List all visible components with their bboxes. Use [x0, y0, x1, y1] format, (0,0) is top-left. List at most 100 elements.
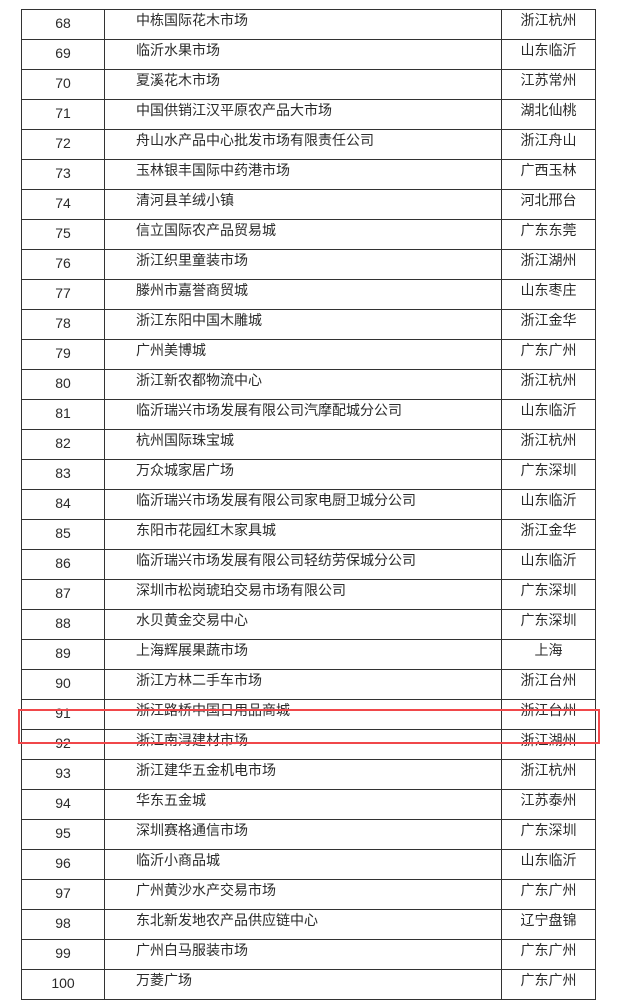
market-region: 浙江杭州	[501, 759, 596, 790]
market-region: 江苏泰州	[501, 789, 596, 820]
row-number: 69	[21, 39, 105, 70]
market-name: 临沂瑞兴市场发展有限公司轻纺劳保城分公司	[104, 549, 502, 580]
table-row: 75 信立国际农产品贸易城 广东东莞	[21, 219, 596, 250]
market-region: 山东枣庄	[501, 279, 596, 310]
market-name: 滕州市嘉誉商贸城	[104, 279, 502, 310]
market-region: 广东深圳	[501, 459, 596, 490]
row-number: 71	[21, 99, 105, 130]
row-number: 80	[21, 369, 105, 400]
market-region: 河北邢台	[501, 189, 596, 220]
market-region: 浙江湖州	[501, 729, 596, 760]
row-number: 90	[21, 669, 105, 700]
market-name: 广州美博城	[104, 339, 502, 370]
table-row: 77 滕州市嘉誉商贸城 山东枣庄	[21, 279, 596, 310]
table-row: 68 中栋国际花木市场 浙江杭州	[21, 9, 596, 40]
market-region: 山东临沂	[501, 549, 596, 580]
market-region: 浙江杭州	[501, 369, 596, 400]
market-name: 玉林银丰国际中药港市场	[104, 159, 502, 190]
row-number: 83	[21, 459, 105, 490]
market-region: 山东临沂	[501, 849, 596, 880]
market-region: 广东广州	[501, 339, 596, 370]
row-number: 95	[21, 819, 105, 850]
market-name: 浙江路桥中国日用品商城	[104, 699, 502, 730]
market-region: 浙江舟山	[501, 129, 596, 160]
market-name: 万菱广场	[104, 969, 502, 1000]
market-name: 夏溪花木市场	[104, 69, 502, 100]
market-region: 广东广州	[501, 879, 596, 910]
market-region: 广东深圳	[501, 579, 596, 610]
market-region: 浙江台州	[501, 699, 596, 730]
market-name: 浙江新农都物流中心	[104, 369, 502, 400]
row-number: 91	[21, 699, 105, 730]
market-name: 浙江建华五金机电市场	[104, 759, 502, 790]
market-name: 浙江南浔建材市场	[104, 729, 502, 760]
table-row: 81 临沂瑞兴市场发展有限公司汽摩配城分公司 山东临沂	[21, 399, 596, 430]
market-name: 东北新发地农产品供应链中心	[104, 909, 502, 940]
row-number: 79	[21, 339, 105, 370]
row-number: 92	[21, 729, 105, 760]
market-region: 浙江杭州	[501, 429, 596, 460]
row-number: 84	[21, 489, 105, 520]
table-row: 95 深圳赛格通信市场 广东深圳	[21, 819, 596, 850]
market-name: 深圳市松岗琥珀交易市场有限公司	[104, 579, 502, 610]
table-row: 93 浙江建华五金机电市场 浙江杭州	[21, 759, 596, 790]
row-number: 81	[21, 399, 105, 430]
table-row: 96 临沂小商品城 山东临沂	[21, 849, 596, 880]
row-number: 76	[21, 249, 105, 280]
market-name: 临沂小商品城	[104, 849, 502, 880]
table-row: 82 杭州国际珠宝城 浙江杭州	[21, 429, 596, 460]
market-name: 水贝黄金交易中心	[104, 609, 502, 640]
table-row: 80 浙江新农都物流中心 浙江杭州	[21, 369, 596, 400]
row-number: 75	[21, 219, 105, 250]
table-row: 71 中国供销江汉平原农产品大市场 湖北仙桃	[21, 99, 596, 130]
market-name: 东阳市花园红木家具城	[104, 519, 502, 550]
table-row: 98 东北新发地农产品供应链中心 辽宁盘锦	[21, 909, 596, 940]
market-name: 万众城家居广场	[104, 459, 502, 490]
market-name: 临沂水果市场	[104, 39, 502, 70]
table-row: 78 浙江东阳中国木雕城 浙江金华	[21, 309, 596, 340]
table-row: 85 东阳市花园红木家具城 浙江金华	[21, 519, 596, 550]
market-name: 信立国际农产品贸易城	[104, 219, 502, 250]
row-number: 73	[21, 159, 105, 190]
row-number: 98	[21, 909, 105, 940]
table-row: 100 万菱广场 广东广州	[21, 969, 596, 1000]
row-number: 85	[21, 519, 105, 550]
table-row: 91 浙江路桥中国日用品商城 浙江台州	[21, 699, 596, 730]
market-list-table: 68 中栋国际花木市场 浙江杭州 69 临沂水果市场 山东临沂 70 夏溪花木市场 江苏常州 71…	[21, 9, 596, 1000]
market-name: 杭州国际珠宝城	[104, 429, 502, 460]
table-row: 90 浙江方林二手车市场 浙江台州	[21, 669, 596, 700]
market-name: 中国供销江汉平原农产品大市场	[104, 99, 502, 130]
market-region: 浙江杭州	[501, 9, 596, 40]
market-name: 华东五金城	[104, 789, 502, 820]
market-region: 浙江金华	[501, 519, 596, 550]
row-number: 97	[21, 879, 105, 910]
row-number: 89	[21, 639, 105, 670]
table-row: 83 万众城家居广场 广东深圳	[21, 459, 596, 490]
market-region: 山东临沂	[501, 39, 596, 70]
table-row: 72 舟山水产品中心批发市场有限责任公司 浙江舟山	[21, 129, 596, 160]
table-row: 97 广州黄沙水产交易市场 广东广州	[21, 879, 596, 910]
market-name: 深圳赛格通信市场	[104, 819, 502, 850]
row-number: 99	[21, 939, 105, 970]
row-number: 77	[21, 279, 105, 310]
market-region: 辽宁盘锦	[501, 909, 596, 940]
market-name: 舟山水产品中心批发市场有限责任公司	[104, 129, 502, 160]
market-name: 临沂瑞兴市场发展有限公司汽摩配城分公司	[104, 399, 502, 430]
market-region: 浙江湖州	[501, 249, 596, 280]
market-region: 山东临沂	[501, 489, 596, 520]
market-name: 浙江东阳中国木雕城	[104, 309, 502, 340]
table-row: 99 广州白马服装市场 广东广州	[21, 939, 596, 970]
market-name: 浙江方林二手车市场	[104, 669, 502, 700]
table-row: 86 临沂瑞兴市场发展有限公司轻纺劳保城分公司 山东临沂	[21, 549, 596, 580]
row-number: 72	[21, 129, 105, 160]
row-number: 74	[21, 189, 105, 220]
row-number: 93	[21, 759, 105, 790]
row-number: 100	[21, 969, 105, 1000]
market-region: 广东广州	[501, 939, 596, 970]
market-region: 上海	[501, 639, 596, 670]
table-row: 87 深圳市松岗琥珀交易市场有限公司 广东深圳	[21, 579, 596, 610]
market-region: 浙江台州	[501, 669, 596, 700]
market-name: 清河县羊绒小镇	[104, 189, 502, 220]
table-row: 89 上海辉展果蔬市场 上海	[21, 639, 596, 670]
table-row: 70 夏溪花木市场 江苏常州	[21, 69, 596, 100]
